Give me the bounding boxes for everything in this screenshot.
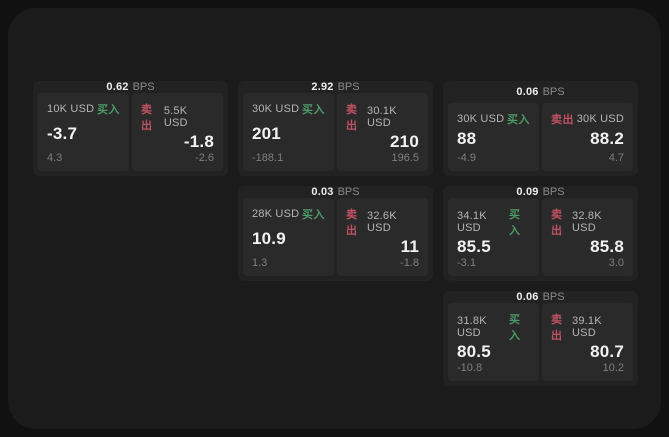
- card-header: 0.03 BPS: [238, 186, 433, 198]
- bps-unit-label: BPS: [542, 186, 565, 199]
- buy-tile[interactable]: 30K USD 买入 201 -188.1: [243, 93, 334, 171]
- sell-price: 85.8: [590, 237, 624, 257]
- sell-tile[interactable]: 卖出 30K USD 88.2 4.7: [542, 103, 633, 171]
- bps-value: 0.09: [516, 186, 539, 199]
- sell-amount: 30K USD: [576, 113, 624, 125]
- bps-unit-label: BPS: [542, 86, 565, 98]
- sell-action-button[interactable]: 卖出: [551, 209, 563, 238]
- sell-action-button[interactable]: 卖出: [346, 209, 358, 238]
- bps-unit-label: BPS: [337, 81, 360, 94]
- sell-action-button[interactable]: 卖出: [141, 104, 153, 133]
- card-body: 30K USD 买入 88 -4.9 卖出 30K USD 88.2 4.7: [443, 103, 638, 176]
- buy-amount: 34.1K USD: [457, 210, 487, 235]
- sell-price: 80.7: [590, 342, 624, 362]
- buy-delta: -4.9: [457, 152, 476, 164]
- card-body: 28K USD 买入 10.9 1.3 卖出 32.6K USD 11 -1.8: [238, 198, 433, 281]
- buy-tile[interactable]: 30K USD 买入 88 -4.9: [448, 103, 539, 171]
- buy-action-button[interactable]: 买入: [508, 314, 521, 343]
- buy-delta: -10.8: [457, 362, 483, 374]
- buy-action-button[interactable]: 买入: [97, 104, 120, 117]
- sell-tile[interactable]: 卖出 30.1K USD 210 196.5: [337, 93, 428, 171]
- bps-unit-label: BPS: [132, 81, 155, 94]
- quote-card-4: 0.03 BPS 28K USD 买入 10.9 1.3 卖出 32.6K US…: [238, 186, 433, 281]
- bps-value: 2.92: [311, 81, 334, 94]
- quote-card-3: 0.06 BPS 30K USD 买入 88 -4.9 卖出 30K USD: [443, 81, 638, 176]
- sell-amount: 30.1K USD: [367, 105, 397, 130]
- sell-price: -1.8: [183, 132, 214, 152]
- sell-amount: 39.1K USD: [572, 315, 602, 340]
- buy-action-button[interactable]: 买入: [302, 209, 325, 222]
- buy-delta: -188.1: [252, 152, 284, 164]
- sell-amount: 5.5K USD: [163, 105, 188, 130]
- card-header: 0.06 BPS: [443, 81, 638, 103]
- buy-tile[interactable]: 31.8K USD 买入 80.5 -10.8: [448, 303, 539, 381]
- buy-action-button[interactable]: 买入: [508, 209, 521, 238]
- card-body: 34.1K USD 买入 85.5 -3.1 卖出 32.8K USD 85.8…: [443, 198, 638, 281]
- buy-action-button[interactable]: 买入: [302, 104, 325, 117]
- bps-unit-label: BPS: [337, 186, 360, 199]
- sell-delta: 10.2: [602, 362, 624, 374]
- bps-unit-label: BPS: [542, 291, 565, 304]
- buy-delta: 4.3: [47, 152, 63, 164]
- sell-delta: 196.5: [391, 152, 419, 164]
- bps-value: 0.06: [516, 291, 539, 304]
- card-header: 0.06 BPS: [443, 291, 638, 303]
- buy-amount: 28K USD: [252, 208, 300, 221]
- buy-delta: 1.3: [252, 257, 268, 269]
- card-body: 31.8K USD 买入 80.5 -10.8 卖出 39.1K USD 80.…: [443, 303, 638, 386]
- quote-card-2: 2.92 BPS 30K USD 买入 201 -188.1 卖出 30.1K …: [238, 81, 433, 176]
- buy-action-button[interactable]: 买入: [507, 114, 530, 126]
- app-panel: 0.62 BPS 10K USD 买入 -3.7 4.3 卖出 5.5K USD: [8, 8, 661, 429]
- sell-delta: -1.8: [400, 257, 419, 269]
- sell-price: 210: [390, 132, 419, 152]
- sell-delta: 3.0: [608, 257, 624, 269]
- buy-tile[interactable]: 28K USD 买入 10.9 1.3: [243, 198, 334, 276]
- quote-card-5: 0.09 BPS 34.1K USD 买入 85.5 -3.1 卖出 32.8K…: [443, 186, 638, 281]
- sell-action-button[interactable]: 卖出: [551, 314, 563, 343]
- bps-value: 0.06: [516, 86, 539, 98]
- sell-amount: 32.6K USD: [367, 210, 397, 235]
- sell-tile[interactable]: 卖出 5.5K USD -1.8 -2.6: [132, 93, 223, 171]
- buy-price: 201: [252, 124, 281, 144]
- buy-delta: -3.1: [457, 257, 476, 269]
- sell-tile[interactable]: 卖出 32.8K USD 85.8 3.0: [542, 198, 633, 276]
- sell-tile[interactable]: 卖出 39.1K USD 80.7 10.2: [542, 303, 633, 381]
- quote-cards-grid: 0.62 BPS 10K USD 买入 -3.7 4.3 卖出 5.5K USD: [33, 81, 638, 386]
- sell-amount: 32.8K USD: [572, 210, 602, 235]
- buy-price: -3.7: [47, 124, 78, 144]
- card-body: 10K USD 买入 -3.7 4.3 卖出 5.5K USD -1.8 -2.…: [33, 93, 228, 176]
- sell-action-button[interactable]: 卖出: [551, 114, 574, 126]
- sell-delta: -2.6: [195, 152, 214, 164]
- buy-tile[interactable]: 34.1K USD 买入 85.5 -3.1: [448, 198, 539, 276]
- card-header: 2.92 BPS: [238, 81, 433, 93]
- card-body: 30K USD 买入 201 -188.1 卖出 30.1K USD 210 1…: [238, 93, 433, 176]
- buy-amount: 30K USD: [252, 103, 300, 116]
- quote-card-6: 0.06 BPS 31.8K USD 买入 80.5 -10.8 卖出 39.1…: [443, 291, 638, 386]
- buy-price: 80.5: [457, 342, 491, 362]
- buy-price: 88: [457, 129, 477, 149]
- quote-card-1: 0.62 BPS 10K USD 买入 -3.7 4.3 卖出 5.5K USD: [33, 81, 228, 176]
- sell-tile[interactable]: 卖出 32.6K USD 11 -1.8: [337, 198, 428, 276]
- buy-amount: 10K USD: [47, 103, 95, 116]
- card-header: 0.62 BPS: [33, 81, 228, 93]
- buy-amount: 30K USD: [457, 113, 505, 125]
- card-header: 0.09 BPS: [443, 186, 638, 198]
- buy-amount: 31.8K USD: [457, 315, 487, 340]
- bps-value: 0.03: [311, 186, 334, 199]
- sell-delta: 4.7: [608, 152, 624, 164]
- buy-tile[interactable]: 10K USD 买入 -3.7 4.3: [38, 93, 129, 171]
- sell-price: 88.2: [590, 129, 624, 149]
- bps-value: 0.62: [106, 81, 129, 94]
- buy-price: 85.5: [457, 237, 491, 257]
- sell-price: 11: [400, 237, 419, 257]
- sell-action-button[interactable]: 卖出: [346, 104, 358, 133]
- buy-price: 10.9: [252, 229, 286, 249]
